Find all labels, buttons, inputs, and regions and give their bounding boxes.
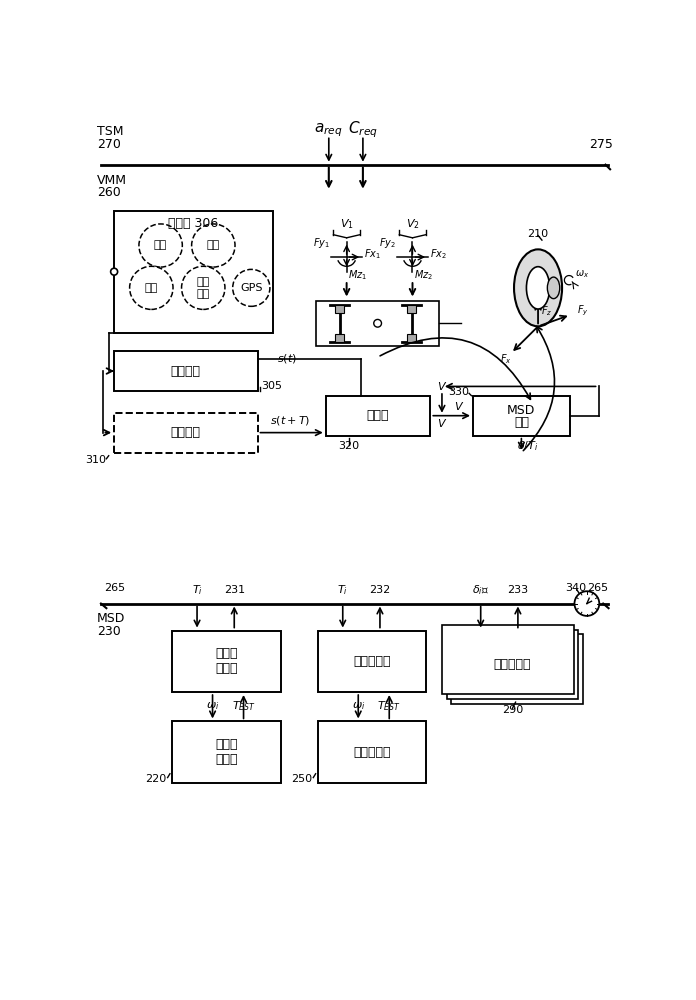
Text: $F_y$: $F_y$	[577, 304, 589, 318]
Text: 车轮: 车轮	[207, 241, 220, 251]
Text: 232: 232	[370, 585, 390, 595]
Text: 推进致动器: 推进致动器	[354, 746, 391, 759]
Ellipse shape	[547, 277, 560, 299]
Text: 310: 310	[86, 455, 106, 465]
Text: 210: 210	[528, 229, 548, 239]
Circle shape	[182, 266, 225, 309]
Text: $a_{req}$: $a_{req}$	[315, 121, 343, 139]
Text: $Fx_1$: $Fx_1$	[364, 247, 381, 261]
Text: MSD: MSD	[97, 612, 125, 625]
Text: GPS: GPS	[240, 283, 262, 293]
Text: $V_1$: $V_1$	[340, 217, 354, 231]
Circle shape	[139, 224, 182, 267]
Bar	[473, 396, 570, 436]
Text: 230: 230	[97, 625, 121, 638]
Bar	[317, 301, 439, 346]
Text: $V$: $V$	[437, 380, 447, 392]
Text: VMM: VMM	[97, 174, 127, 187]
Bar	[172, 721, 280, 783]
Text: 制动器
致动器: 制动器 致动器	[215, 738, 238, 766]
Text: $s(t)$: $s(t)$	[277, 352, 297, 365]
Text: 转向装置等: 转向装置等	[493, 658, 531, 671]
Text: 220: 220	[145, 774, 166, 784]
Circle shape	[574, 591, 599, 616]
Text: $V$: $V$	[454, 400, 464, 412]
Text: 运动估计: 运动估计	[171, 365, 201, 378]
Text: 视觉: 视觉	[154, 241, 167, 251]
Bar	[318, 721, 427, 783]
Bar	[114, 351, 258, 391]
Bar	[318, 631, 427, 692]
Text: $Mz_2$: $Mz_2$	[414, 268, 433, 282]
Bar	[447, 630, 578, 699]
Text: $C_{req}$: $C_{req}$	[348, 120, 378, 140]
Bar	[114, 413, 258, 453]
Bar	[326, 396, 430, 436]
Bar	[172, 631, 280, 692]
Text: $Mz_1$: $Mz_1$	[348, 268, 367, 282]
Text: 推进控制器: 推进控制器	[354, 655, 391, 668]
Bar	[407, 305, 416, 312]
Text: $T_i$: $T_i$	[191, 583, 203, 597]
Circle shape	[111, 268, 118, 275]
Text: $s(t+T)$: $s(t+T)$	[270, 414, 310, 427]
Circle shape	[129, 266, 173, 309]
Text: $\delta/T_i$: $\delta/T_i$	[517, 440, 538, 453]
Text: $F_z$: $F_z$	[541, 304, 553, 318]
Text: 雷达: 雷达	[145, 283, 158, 293]
Circle shape	[374, 319, 381, 327]
Text: 290: 290	[502, 705, 523, 715]
Bar	[451, 634, 583, 704]
Text: $\omega_i$: $\omega_i$	[206, 700, 219, 712]
Ellipse shape	[514, 249, 562, 326]
Bar	[114, 211, 273, 333]
Text: $V_2$: $V_2$	[406, 217, 420, 231]
Text: 力产生: 力产生	[367, 409, 389, 422]
Text: 激光
雷达: 激光 雷达	[197, 277, 210, 299]
Ellipse shape	[526, 267, 550, 309]
Text: 265: 265	[104, 583, 125, 593]
Text: 250: 250	[291, 774, 312, 784]
Text: 305: 305	[262, 381, 283, 391]
Text: 330: 330	[448, 387, 469, 397]
Circle shape	[191, 224, 235, 267]
Text: 制动器
控制器: 制动器 控制器	[215, 647, 238, 675]
Text: 275: 275	[590, 138, 613, 151]
Text: $Fy_2$: $Fy_2$	[379, 236, 395, 250]
Text: $Fy_1$: $Fy_1$	[313, 236, 330, 250]
Text: $\omega_x$: $\omega_x$	[576, 268, 590, 280]
Bar	[407, 334, 416, 342]
Bar	[335, 305, 345, 312]
Text: MSD: MSD	[507, 404, 536, 417]
Text: $Fx_2$: $Fx_2$	[429, 247, 446, 261]
Text: $F_x$: $F_x$	[500, 352, 512, 366]
Text: $T_{EST}$: $T_{EST}$	[232, 699, 255, 713]
Text: 340: 340	[564, 583, 586, 593]
Bar	[442, 625, 574, 694]
Text: 运动预测: 运动预测	[171, 426, 201, 439]
Text: 协调: 协调	[514, 416, 529, 429]
Circle shape	[232, 269, 270, 306]
Text: 传感器 306: 传感器 306	[168, 217, 219, 230]
Text: $T_i$: $T_i$	[338, 583, 348, 597]
Text: 320: 320	[338, 441, 360, 451]
Text: $\delta_i$等: $\delta_i$等	[472, 583, 489, 597]
Text: $\omega_i$: $\omega_i$	[351, 700, 365, 712]
Text: 231: 231	[223, 585, 245, 595]
Text: $V$: $V$	[437, 417, 447, 429]
Bar	[335, 334, 345, 342]
Text: 265: 265	[587, 583, 608, 593]
Text: 260: 260	[97, 186, 121, 199]
Text: TSM: TSM	[97, 125, 124, 138]
Text: 270: 270	[97, 138, 121, 151]
Text: $T_{EST}$: $T_{EST}$	[377, 699, 401, 713]
Text: 233: 233	[507, 585, 528, 595]
